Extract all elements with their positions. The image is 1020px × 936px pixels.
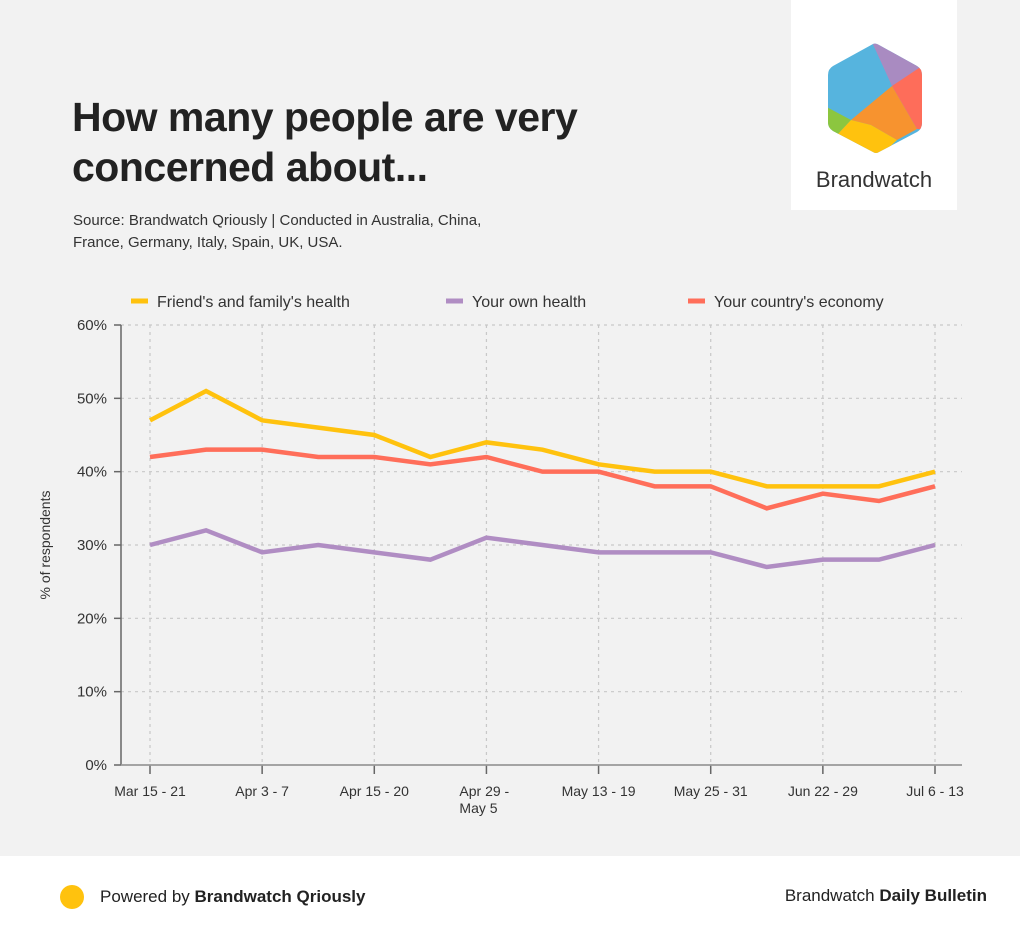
- x-tick-label: Mar 15 - 21: [114, 783, 186, 799]
- daily-bulletin-text: Brandwatch Daily Bulletin: [784, 886, 987, 905]
- powered-by-text: Powered by Brandwatch Qriously: [100, 887, 366, 906]
- brandwatch-logo-text: Brandwatch: [815, 167, 933, 192]
- legend-label: Your country's economy: [714, 294, 884, 311]
- x-tick-label: May 13 - 19: [562, 783, 636, 799]
- legend-label: Your own health: [472, 294, 586, 311]
- source-note: Source: Brandwatch Qriously | Conducted …: [73, 212, 482, 251]
- x-tick-label-line2: May 5: [459, 800, 497, 816]
- qriously-dot-icon: [60, 885, 84, 909]
- y-tick-label: 50%: [77, 390, 107, 407]
- legend-label: Friend's and family's health: [157, 294, 350, 311]
- bulletin-name: Daily Bulletin: [879, 886, 987, 905]
- series-line-your-own-health: [149, 527, 936, 570]
- line-chart: 0% 10% 20% 30% 40% 50% 60% Mar 15 - 21 Apr 3 - 7…: [37, 294, 964, 816]
- x-tick-label: Jun 22 - 29: [788, 783, 858, 799]
- y-tick-label: 30%: [77, 537, 107, 554]
- y-axis-label: % of respondents: [37, 491, 53, 600]
- brandwatch-hexagon-icon: [828, 43, 922, 153]
- y-tick-label: 10%: [77, 684, 107, 701]
- y-tick-label: 20%: [77, 610, 107, 627]
- powered-brand: Brandwatch Qriously: [194, 887, 366, 906]
- x-tick-label: May 25 - 31: [674, 783, 748, 799]
- series-line-your-country-s-economy: [149, 447, 936, 511]
- y-tick-label: 0%: [85, 757, 107, 774]
- x-tick-label: Jul 6 - 13: [906, 783, 964, 799]
- x-tick-label: Apr 15 - 20: [340, 783, 409, 799]
- brandwatch-logo-card: Brandwatch: [791, 0, 957, 210]
- chart-title: How many people are very concerned about…: [72, 94, 578, 190]
- x-tick-label: Apr 3 - 7: [235, 783, 289, 799]
- footer: Powered by Brandwatch Qriously Brandwatc…: [0, 856, 1020, 936]
- y-tick-label: 40%: [77, 464, 107, 481]
- x-tick-label: Apr 29 -: [459, 783, 509, 799]
- y-tick-label: 60%: [77, 317, 107, 334]
